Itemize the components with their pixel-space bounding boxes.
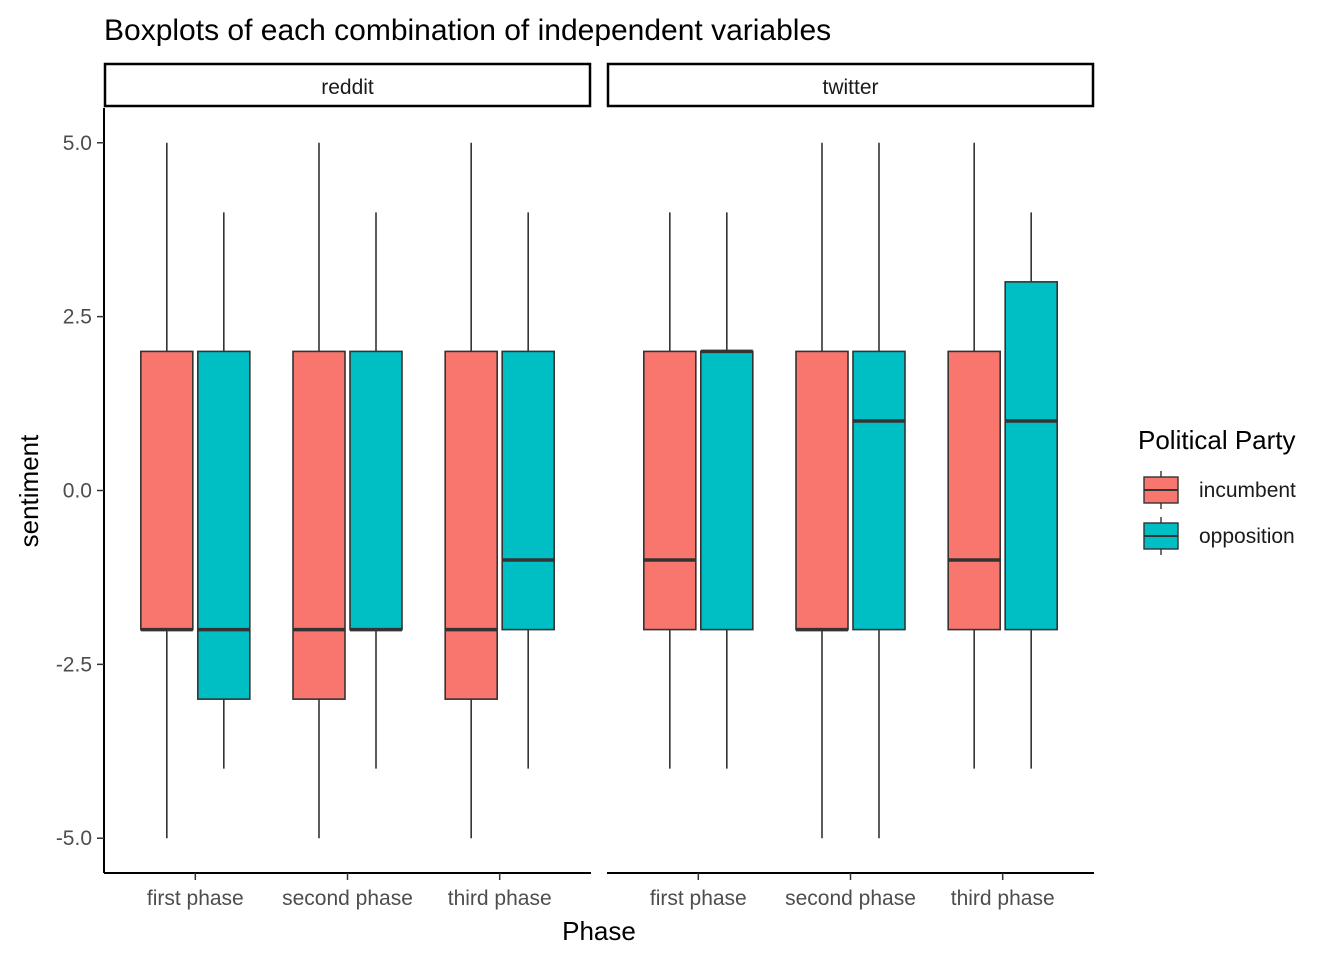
y-tick-label: -5.0 — [56, 827, 92, 850]
facet-panels: reddit first phase second phase third phase… — [103, 62, 1095, 910]
box-body — [643, 350, 697, 631]
box-body — [292, 350, 346, 700]
box-body — [852, 350, 906, 631]
x-tick-label: third phase — [951, 887, 1055, 910]
box-second-phase-opposition — [852, 142, 906, 839]
x-tick-label: first phase — [650, 887, 747, 910]
box-third-phase-incumbent — [947, 142, 1001, 769]
x-tick-label: second phase — [282, 887, 413, 910]
y-axis-title: sentiment — [14, 434, 44, 547]
box-second-phase-incumbent — [795, 142, 849, 839]
box-second-phase-incumbent — [292, 142, 346, 839]
box-first-phase-incumbent — [643, 212, 697, 769]
box-body — [947, 350, 1001, 631]
box-body — [349, 350, 403, 631]
facet-strip — [103, 62, 592, 108]
x-tick-label: first phase — [147, 887, 244, 910]
x-tick-label: second phase — [785, 887, 916, 910]
box-third-phase-incumbent — [444, 142, 498, 839]
legend-title: Political Party — [1138, 425, 1296, 455]
box-body — [700, 350, 754, 631]
legend-item-opposition: opposition — [1143, 517, 1295, 555]
box-body — [197, 350, 251, 700]
box-body — [795, 350, 849, 631]
box-first-phase-incumbent — [140, 142, 194, 839]
chart-title: Boxplots of each combination of independ… — [104, 14, 831, 47]
box-third-phase-opposition — [501, 212, 555, 769]
box-body — [444, 350, 498, 700]
legend-item-incumbent: incumbent — [1143, 471, 1296, 509]
box-first-phase-opposition — [197, 212, 251, 769]
box-body — [1004, 281, 1058, 631]
facet-strip-label: twitter — [822, 76, 878, 99]
y-tick-label: 2.5 — [63, 306, 92, 329]
facet-strip — [606, 62, 1095, 108]
x-axis-title: Phase — [562, 916, 636, 946]
legend: Political Party incumbent opposition — [1138, 425, 1296, 555]
y-tick-label: -2.5 — [56, 653, 92, 676]
box-third-phase-opposition — [1004, 212, 1058, 769]
x-tick-label: third phase — [448, 887, 552, 910]
facet-strip-label: reddit — [321, 76, 374, 99]
box-second-phase-opposition — [349, 212, 403, 769]
box-first-phase-opposition — [700, 212, 754, 769]
legend-label: incumbent — [1199, 479, 1296, 502]
y-tick-label: 5.0 — [63, 132, 92, 155]
legend-label: opposition — [1199, 525, 1295, 548]
y-tick-label: 0.0 — [63, 480, 92, 503]
box-body — [501, 350, 555, 631]
box-body — [140, 350, 194, 631]
panel-reddit: reddit first phase second phase third phase — [103, 62, 592, 910]
y-axis: 5.0 2.5 0.0 -2.5 -5.0 — [56, 108, 105, 873]
panel-twitter: twitter first phase second phase third phas… — [606, 62, 1095, 910]
